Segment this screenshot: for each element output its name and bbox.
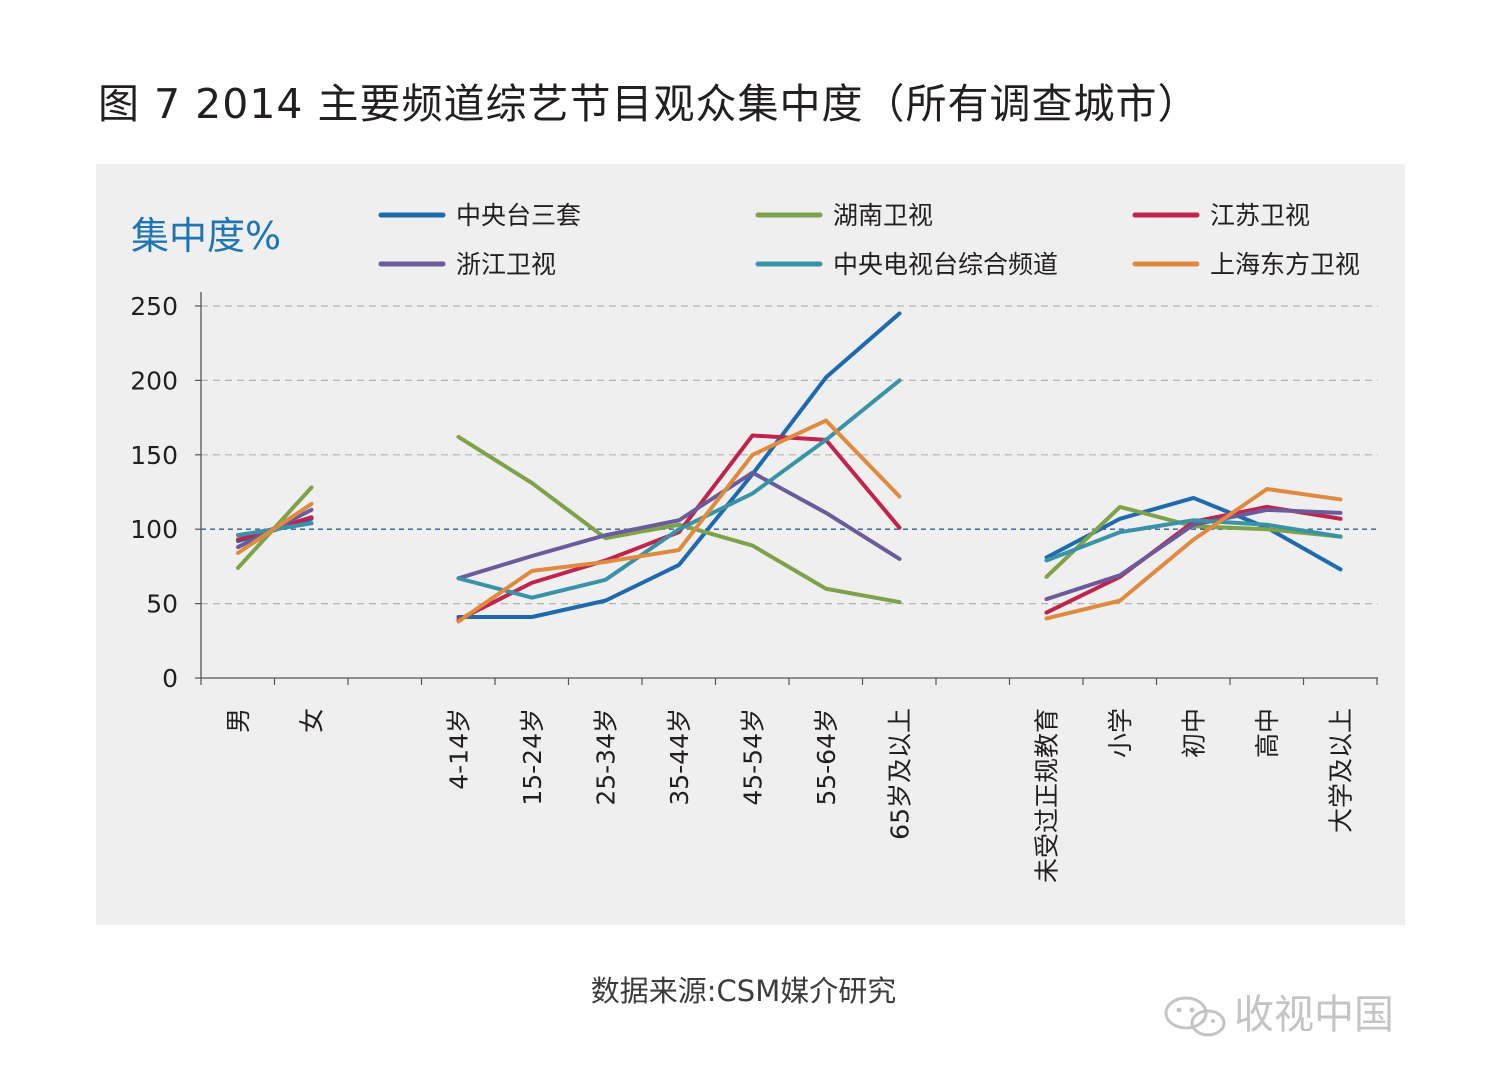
- series-line-中央台三套: [456, 311, 902, 619]
- series-line-中央电视台综合频道: [1044, 518, 1343, 563]
- x-tick-label: 小学: [1106, 708, 1135, 758]
- data-source: 数据来源:CSM媒介研究: [590, 974, 897, 1008]
- series-line-中央电视台综合频道: [456, 378, 902, 600]
- x-tick-label: 25-34岁: [592, 708, 621, 806]
- x-tick-label: 初中: [1180, 708, 1209, 758]
- legend-label: 中央电视台综合频道: [833, 250, 1058, 279]
- series-line-上海东方卫视: [456, 418, 902, 624]
- x-tick-label: 55-64岁: [812, 708, 841, 806]
- legend-label: 浙江卫视: [456, 250, 556, 279]
- legend-label: 湖南卫视: [833, 201, 933, 230]
- wechat-icon: [1164, 996, 1226, 1037]
- y-axis-label: 集中度%: [131, 214, 282, 258]
- watermark: 收视中国: [1160, 982, 1394, 1041]
- x-tick-label: 45-54岁: [739, 708, 768, 806]
- watermark-text: 收视中国: [1234, 992, 1394, 1038]
- x-tick-label: 35-44岁: [665, 708, 694, 806]
- series-line-上海东方卫视: [1044, 487, 1343, 621]
- series-line-湖南卫视: [456, 434, 902, 605]
- x-tick-label: 高中: [1253, 708, 1282, 758]
- series-line-上海东方卫视: [236, 501, 314, 556]
- x-tick-label: 4-14岁: [445, 708, 474, 790]
- y-tick-label: 100: [130, 515, 178, 544]
- x-tick-label: 未受过正规教育: [1033, 708, 1062, 883]
- legend-label: 中央台三套: [456, 201, 581, 230]
- figure-title: 图 7 2014 主要频道综艺节目观众集中度（所有调查城市）: [98, 80, 1200, 128]
- legend-label: 江苏卫视: [1210, 201, 1310, 230]
- legend-label: 上海东方卫视: [1210, 250, 1360, 279]
- series-line-浙江卫视: [456, 470, 902, 581]
- series-line-浙江卫视: [1044, 507, 1343, 602]
- y-tick-label: 200: [130, 366, 178, 395]
- y-tick-label: 250: [130, 292, 178, 321]
- x-tick-label: 65岁及以上: [886, 708, 915, 840]
- y-tick-label: 150: [130, 441, 178, 470]
- y-tick-label: 0: [162, 664, 178, 693]
- y-tick-label: 50: [146, 590, 178, 619]
- x-tick-label: 15-24岁: [518, 708, 547, 806]
- x-tick-label: 大学及以上: [1327, 708, 1356, 833]
- x-tick-label: 男: [224, 708, 253, 733]
- x-tick-label: 女: [298, 708, 327, 733]
